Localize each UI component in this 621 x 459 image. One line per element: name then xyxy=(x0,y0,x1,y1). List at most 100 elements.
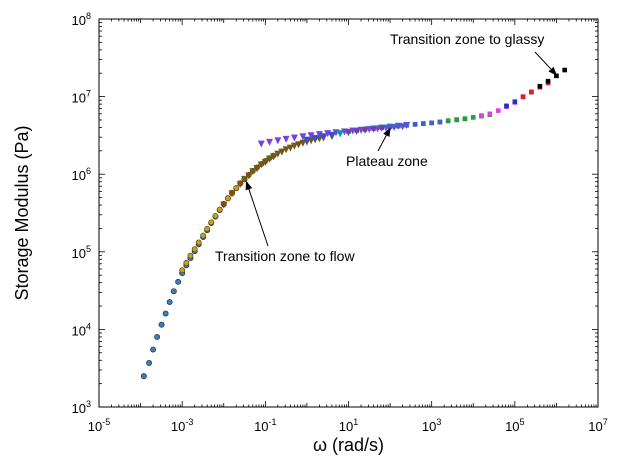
data-point xyxy=(224,195,231,202)
y-tick-label: 104 xyxy=(72,321,91,338)
data-point xyxy=(265,155,274,163)
data-point xyxy=(220,201,228,209)
x-tick-label: 10-3 xyxy=(171,417,193,434)
data-point xyxy=(204,225,211,232)
data-point xyxy=(479,113,484,118)
data-point xyxy=(257,161,265,169)
data-point xyxy=(454,117,460,122)
data-point xyxy=(537,83,543,89)
data-point xyxy=(303,136,311,144)
data-point xyxy=(399,123,407,131)
x-axis-label: ω (rad/s) xyxy=(313,435,384,455)
data-point xyxy=(529,89,534,95)
x-tick-label: 107 xyxy=(588,417,607,434)
axis-ticks-layer xyxy=(98,19,598,408)
data-point xyxy=(390,123,398,132)
data-point xyxy=(429,120,434,126)
data-point xyxy=(179,267,186,274)
data-point xyxy=(170,288,177,295)
series-13 xyxy=(537,67,567,89)
data-point xyxy=(236,180,244,188)
data-point xyxy=(228,190,236,198)
x-tick-label: 101 xyxy=(339,417,358,434)
data-point xyxy=(336,130,344,138)
data-point xyxy=(162,310,169,317)
data-point xyxy=(470,115,476,120)
data-point xyxy=(233,184,240,191)
annotation-arrow xyxy=(377,127,391,152)
plot-frame xyxy=(98,18,599,408)
data-point xyxy=(495,108,501,113)
y-tick-label: 105 xyxy=(72,244,91,261)
data-point xyxy=(354,128,360,133)
data-point xyxy=(249,168,257,176)
x-tick-label: 10-1 xyxy=(254,417,276,434)
data-point xyxy=(187,252,194,259)
data-point xyxy=(195,239,202,246)
data-point xyxy=(216,206,223,213)
annotation-arrow xyxy=(245,180,269,247)
x-tick-label: 105 xyxy=(505,417,524,434)
data-point xyxy=(396,123,401,129)
annotation-glassy: Transition zone to glassy xyxy=(390,31,544,47)
data-point xyxy=(412,121,418,127)
data-point xyxy=(290,134,298,142)
data-point xyxy=(150,346,157,353)
data-point xyxy=(140,373,147,380)
data-point xyxy=(421,121,426,126)
y-axis-label: Storage Modulus (Pa) xyxy=(12,125,32,300)
data-point xyxy=(487,111,493,117)
data-point xyxy=(404,122,409,128)
series-10 xyxy=(479,100,518,118)
series-3 xyxy=(241,135,323,183)
data-point xyxy=(504,103,509,109)
data-point xyxy=(346,129,351,134)
data-point xyxy=(274,150,282,158)
data-point xyxy=(462,116,468,121)
data-point xyxy=(200,232,207,239)
data-point xyxy=(328,131,336,139)
data-point xyxy=(282,135,290,143)
data-point xyxy=(437,119,443,125)
data-point xyxy=(212,212,219,219)
y-tick-label: 103 xyxy=(72,399,91,416)
annotation-arrow xyxy=(534,51,558,76)
data-point xyxy=(158,321,165,328)
series-0 xyxy=(140,176,248,380)
data-point xyxy=(362,127,368,132)
series-9 xyxy=(445,112,493,123)
annotation-flow: Transition zone to flow xyxy=(215,248,355,264)
data-points-layer xyxy=(140,67,567,380)
data-point xyxy=(183,259,190,266)
data-point xyxy=(562,67,567,73)
data-point xyxy=(545,78,551,84)
data-point xyxy=(311,134,319,142)
data-point xyxy=(445,118,451,123)
data-point xyxy=(191,246,198,253)
data-point xyxy=(512,99,518,104)
data-point xyxy=(554,73,559,79)
data-point xyxy=(146,359,153,366)
x-tick-label: 10-5 xyxy=(88,417,110,434)
data-point xyxy=(166,299,173,306)
data-point xyxy=(265,138,274,146)
data-point xyxy=(274,137,282,145)
y-tick-label: 108 xyxy=(72,11,91,28)
y-tick-label: 106 xyxy=(72,166,91,183)
x-tick-label: 103 xyxy=(422,417,441,434)
data-point xyxy=(175,278,182,285)
data-point xyxy=(387,124,393,129)
data-point xyxy=(282,146,290,154)
data-point xyxy=(379,125,385,130)
tick-labels-layer: 10-5 10-3 10-1 101 103 105 107 103 104 105 106 107 1… xyxy=(72,11,608,434)
y-tick-label: 107 xyxy=(72,89,91,106)
data-point xyxy=(290,142,298,150)
data-point xyxy=(208,219,215,226)
data-point xyxy=(371,126,376,131)
annotation-arrows-layer xyxy=(245,51,558,247)
series-2 xyxy=(220,133,336,209)
data-point xyxy=(319,133,327,141)
data-point xyxy=(154,333,161,340)
annotation-plateau: Plateau zone xyxy=(346,153,428,169)
